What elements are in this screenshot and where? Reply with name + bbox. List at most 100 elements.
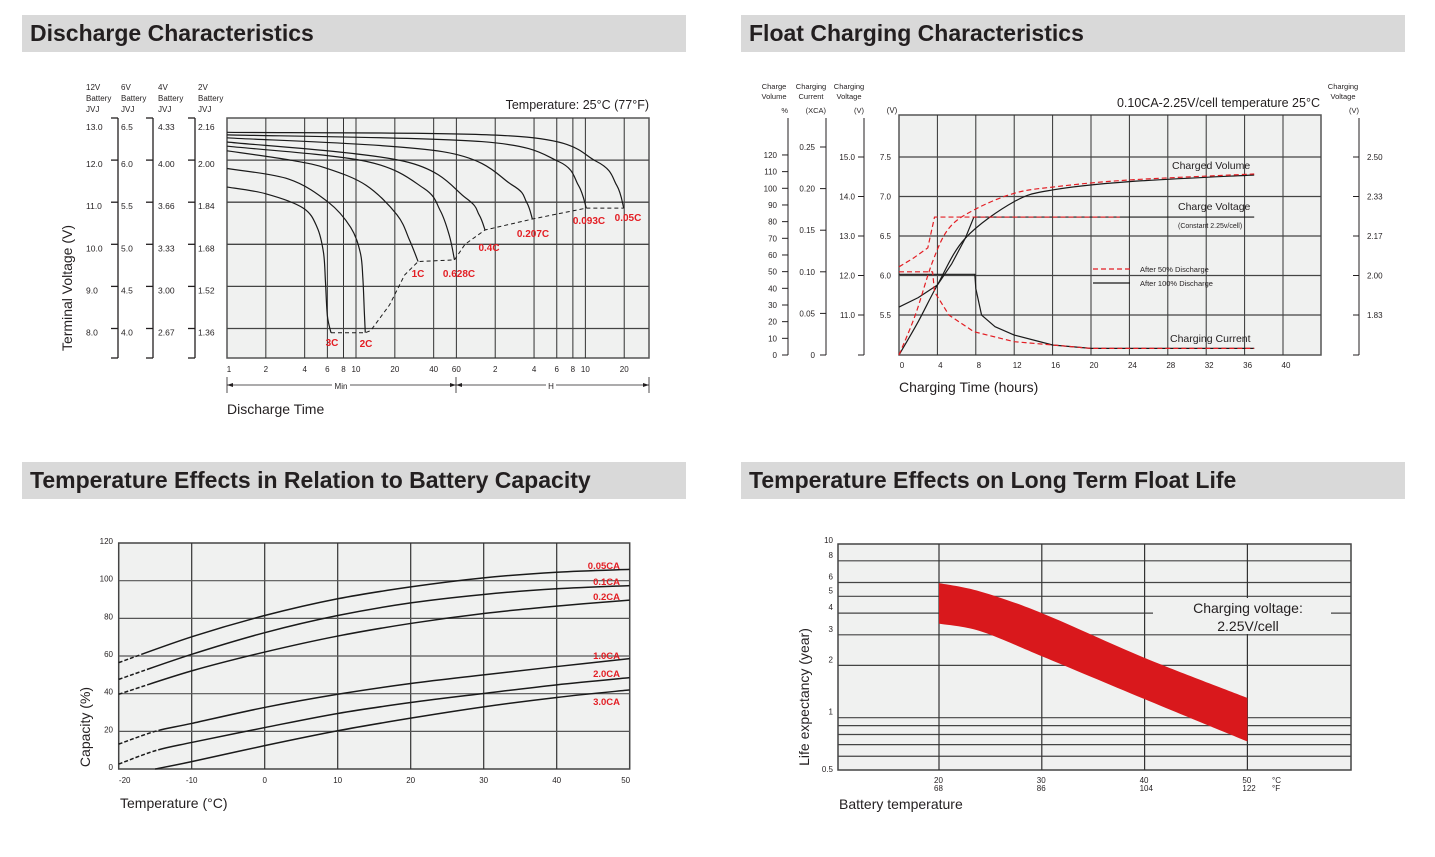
arrowhead [456,383,462,387]
float-life-title: Temperature Effects on Long Term Float L… [749,467,1237,493]
battery-voltage-tick-label: 6.0 [880,272,892,281]
charging-current-tick-label: 0.15 [799,226,815,235]
charging-current-tick-label: 0.05 [799,309,815,318]
y-axis-header: 12V [86,83,101,92]
charge-volume-tick-label: 100 [764,184,778,193]
temperature-note: Temperature: 25°C (77°F) [506,98,649,112]
discharge-header: Discharge Characteristics [22,15,686,52]
charge-volume-tick-label: 30 [768,301,777,310]
x-tick-label: 0 [900,361,905,370]
x-axis-label: Temperature (°C) [120,795,228,811]
curve-label-1.0CA: 1.0CA [593,651,620,662]
x-tick-label: 20 [406,776,415,785]
x-tick-label: 6 [555,365,560,374]
y-tick-label: 10.0 [86,243,103,253]
curve-label-0.4C: 0.4C [478,243,499,254]
y-tick-label: 100 [100,575,114,584]
celsius-unit-label: °C [1272,776,1281,785]
x-tick-label: 30 [479,776,488,785]
charge-volume-tick-label: 0 [773,351,778,360]
y-tick-label: 1.84 [198,201,215,211]
charge-voltage-label: Charge Voltage [1178,201,1251,213]
temp-capacity-header: Temperature Effects in Relation to Batte… [22,462,686,499]
y-axis-header: Battery [198,94,223,103]
charging-voltage-tick-label: 14.0 [839,193,855,202]
legend-solid-label: After 100% Discharge [1140,279,1213,288]
battery-voltage-axis-header: (V) [887,106,898,115]
charge-volume-tick-label: 10 [768,334,777,343]
y-tick-label: 120 [100,537,114,546]
charge-volume-tick-label: 60 [768,251,777,260]
charging-voltage-tick-label: 12.0 [839,272,855,281]
x-tick-label: 8 [341,365,346,374]
charging-voltage-tick-label: 11.0 [840,311,856,320]
y-tick-label: 1 [829,708,834,717]
y-axis-label: Capacity (%) [77,687,93,767]
cell-voltage-axis-header: Charging [1328,82,1358,91]
life-expectancy-band [939,583,1248,742]
x-tick-label: -20 [119,776,131,785]
charge-volume-axis-header: Charge [762,82,787,91]
y-tick-label: 4 [829,603,834,612]
float-curve-charging_current_ca-50 [899,271,1255,349]
temp-capacity-chart: Temperature (°C) Capacity (%) -20 -10 0 10 2… [77,537,631,811]
x-tick-label-f: 68 [934,784,943,793]
x-tick-label: 40 [552,776,561,785]
constant-voltage-note: (Constant 2.25v/cell) [1178,223,1242,230]
curve-label-1C: 1C [412,269,425,280]
cell-voltage-axis-header: Voltage [1330,92,1355,101]
capacity-curve-0.2CA [118,599,630,695]
x-axis-label: Battery temperature [839,796,963,812]
float-header: Float Charging Characteristics [741,15,1405,52]
charge-volume-axis-header: Volume [761,92,786,101]
y-tick-label: 4.00 [158,159,175,169]
float-annotation: 0.10CA-2.25V/cell temperature 25°C [1117,96,1320,110]
x-tick-label-f: 122 [1242,784,1256,793]
curve-label-0.1CA: 0.1CA [593,577,620,588]
arrowhead [643,383,649,387]
x-tick-label: 40 [1282,361,1291,370]
charging-voltage-tick-label: 15.0 [839,153,855,162]
plot-area [226,117,650,359]
x-tick-label: 24 [1128,361,1137,370]
annotation-bg [1153,598,1331,634]
x-tick-label-f: 104 [1140,784,1154,793]
curve-label-2C: 2C [360,339,373,350]
y-axis-header: 6V [121,83,131,92]
discharge-chart: Temperature: 25°C (77°F) Discharge Time … [59,83,650,417]
y-tick-label: 8.0 [86,328,98,338]
x-tick-label-c: 20 [934,776,943,785]
x-tick-label-c: 30 [1037,776,1046,785]
y-tick-label: 1.36 [198,328,215,338]
discharge-curve-1C [226,150,419,262]
y-tick-label: 6.0 [121,159,133,169]
y-tick-label: 11.0 [86,201,102,211]
charging-current-tick-label: 0.10 [799,268,815,277]
charging-current-axis-header: Current [798,92,824,101]
x-tick-label: 28 [1166,361,1175,370]
x-tick-label: 16 [1051,361,1060,370]
y-tick-label: 9.0 [86,285,98,295]
x-tick-label: 8 [977,361,982,370]
float-curve-charge_voltage_v-50 [898,216,1120,268]
y-tick-label: 1.52 [198,285,215,295]
hour-unit-label: H [548,382,554,391]
temp-capacity-title: Temperature Effects in Relation to Batte… [30,467,591,493]
x-tick-label: 10 [581,365,590,374]
y-tick-label: 40 [104,688,113,697]
x-axis-label: Charging Time (hours) [899,379,1038,395]
curve-label-0.05C: 0.05C [615,213,642,224]
battery-voltage-tick-label: 7.0 [880,193,892,202]
x-tick-label: 4 [532,365,537,374]
y-tick-label: 2 [829,655,834,664]
y-tick-label: 4.5 [121,285,133,295]
discharge-curve-0.05C [226,131,625,209]
y-tick-label: 4.0 [121,328,133,338]
y-tick-label: 20 [104,725,113,734]
x-tick-label: 36 [1243,361,1252,370]
x-tick-label-f: 86 [1037,784,1046,793]
float-chart: 0.10CA-2.25V/cell temperature 25°C Charg… [761,82,1383,395]
discharge-curve-0.093C [226,134,587,209]
y-tick-label: 8 [829,551,834,560]
y-tick-label: 5.5 [121,201,133,211]
